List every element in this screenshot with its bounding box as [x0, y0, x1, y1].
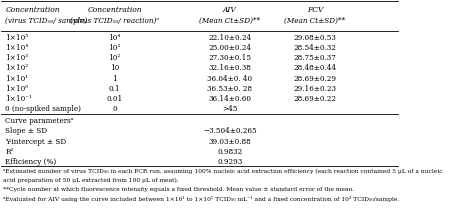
Text: **Cycle number at which fluorescence intensity equals a fixed threshold. Mean va: **Cycle number at which fluorescence int…	[3, 187, 355, 192]
Text: 27.30±0.15: 27.30±0.15	[208, 54, 251, 62]
Text: 0.9832: 0.9832	[217, 148, 242, 156]
Text: 0: 0	[112, 106, 117, 114]
Text: Concentration: Concentration	[5, 6, 60, 14]
Text: 0.9293: 0.9293	[217, 158, 242, 166]
Text: 39.03±0.88: 39.03±0.88	[209, 138, 251, 146]
Text: 29.08±0.53: 29.08±0.53	[294, 34, 337, 42]
Text: 28.69±0.29: 28.69±0.29	[293, 75, 337, 83]
Text: >45: >45	[222, 106, 237, 114]
Text: 32.16±0.38: 32.16±0.38	[208, 64, 251, 72]
Text: 1×10¹: 1×10¹	[5, 75, 28, 83]
Text: 10²: 10²	[109, 54, 121, 62]
Text: acid preparation of 50 μL extracted from 100 μL of meat).: acid preparation of 50 μL extracted from…	[3, 178, 179, 183]
Text: 36.14±0.60: 36.14±0.60	[208, 95, 251, 103]
Text: 0.01: 0.01	[107, 95, 123, 103]
Text: ᵃEstimated number of virus TCID₅₀ in each PCR run, assuming 100% nucleic acid ex: ᵃEstimated number of virus TCID₅₀ in eac…	[3, 169, 443, 174]
Text: Y-intercept ± SD: Y-intercept ± SD	[5, 138, 66, 146]
Text: 36.04±0. 40: 36.04±0. 40	[207, 75, 252, 83]
Text: 29.16±0.23: 29.16±0.23	[293, 85, 337, 93]
Text: 22.10±0.24: 22.10±0.24	[208, 34, 251, 42]
Text: 0 (no-spiked sample): 0 (no-spiked sample)	[5, 106, 82, 114]
Text: AIV: AIV	[223, 6, 237, 14]
Text: 1×10⁰: 1×10⁰	[5, 85, 28, 93]
Text: 0.1: 0.1	[109, 85, 120, 93]
Text: Concentration: Concentration	[87, 6, 142, 14]
Text: R²: R²	[5, 148, 14, 156]
Text: ᵃEvaluated for AIV using the curve included between 1×10¹ to 1×10⁵ TCID₅₀ mL⁻¹ a: ᵃEvaluated for AIV using the curve inclu…	[3, 196, 400, 202]
Text: 1×10³: 1×10³	[5, 54, 28, 62]
Text: 10⁴: 10⁴	[109, 34, 121, 42]
Text: 28.48±0.44: 28.48±0.44	[293, 64, 337, 72]
Text: 36.53±0. 28: 36.53±0. 28	[207, 85, 252, 93]
Text: 28.54±0.32: 28.54±0.32	[294, 44, 337, 52]
Text: 28.75±0.37: 28.75±0.37	[294, 54, 337, 62]
Text: FCV: FCV	[307, 6, 323, 14]
Text: Efficiency (%): Efficiency (%)	[5, 158, 56, 166]
Text: Slope ± SD: Slope ± SD	[5, 127, 47, 135]
Text: 1: 1	[112, 75, 117, 83]
Text: 28.69±0.22: 28.69±0.22	[293, 95, 337, 103]
Text: 1×10²: 1×10²	[5, 64, 28, 72]
Text: −3.504±0.265: −3.504±0.265	[203, 127, 256, 135]
Text: 1×10⁵: 1×10⁵	[5, 34, 28, 42]
Text: (virus TCID₅₀/ sample): (virus TCID₅₀/ sample)	[5, 17, 88, 25]
Text: 10: 10	[110, 64, 119, 72]
Text: (virus TCID₅₀/ reaction)ᵃ: (virus TCID₅₀/ reaction)ᵃ	[70, 17, 159, 25]
Text: 1×10⁻¹: 1×10⁻¹	[5, 95, 32, 103]
Text: 25.00±0.24: 25.00±0.24	[208, 44, 251, 52]
Text: Curve parametersᵃ: Curve parametersᵃ	[5, 117, 74, 125]
Text: (Mean Ct±SD)**: (Mean Ct±SD)**	[284, 17, 346, 25]
Text: 10³: 10³	[109, 44, 121, 52]
Text: (Mean Ct±SD)**: (Mean Ct±SD)**	[199, 17, 260, 25]
Text: 1×10⁴: 1×10⁴	[5, 44, 28, 52]
